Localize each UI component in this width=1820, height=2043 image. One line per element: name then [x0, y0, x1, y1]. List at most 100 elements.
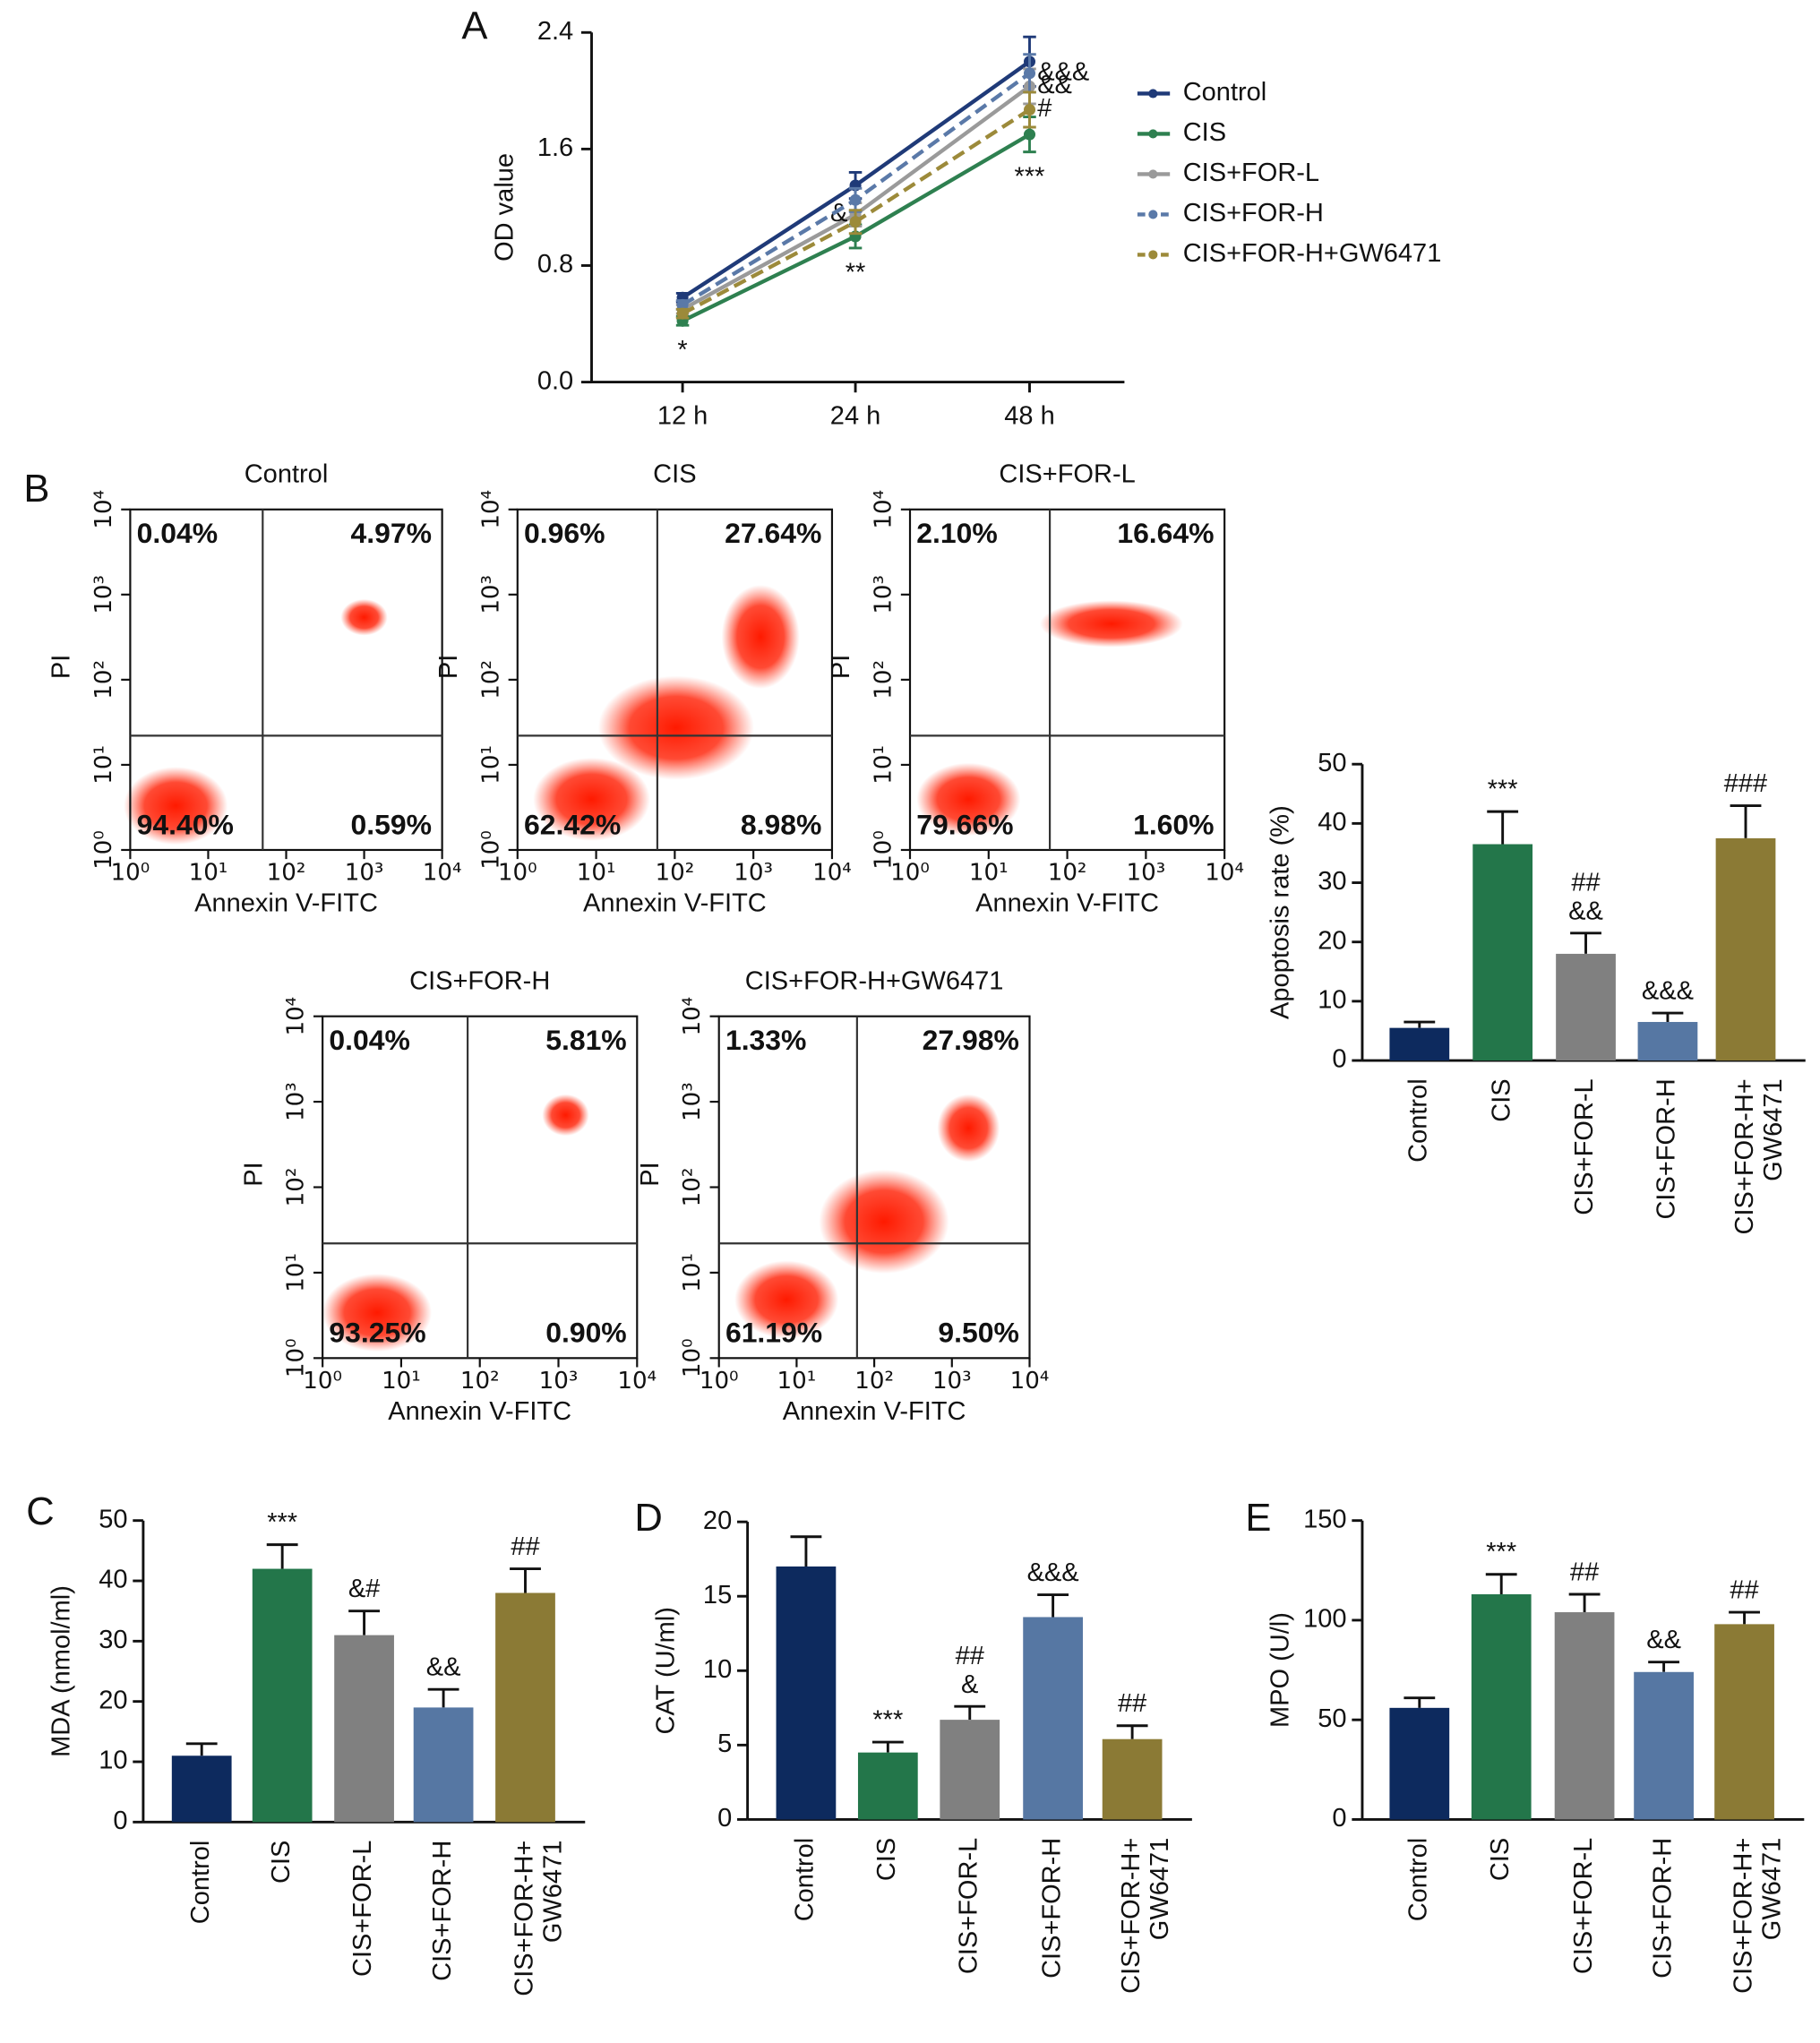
x-tick-label: CIS	[1487, 1078, 1515, 1121]
x-tick-label: 10³	[932, 1368, 972, 1395]
y-tick-label: 10²	[870, 660, 897, 700]
x-tick-label: 10³	[345, 860, 384, 887]
error-bar	[1729, 1610, 1760, 1625]
bar	[1471, 1594, 1532, 1820]
bar	[1715, 837, 1776, 1061]
panel-label: A	[461, 4, 487, 47]
y-tick-label: 0	[1332, 1045, 1346, 1074]
y-tick-label: 10¹	[283, 1253, 310, 1292]
x-tick-label: 10⁰	[700, 1368, 739, 1395]
point	[849, 193, 862, 206]
bar	[1554, 1612, 1615, 1820]
significance-label: &	[830, 199, 847, 227]
legend-label: Control	[1183, 78, 1267, 107]
quadrant-percent: 4.97%	[351, 517, 432, 549]
x-tick-label: 10¹	[777, 1368, 817, 1395]
y-tick-label: 50	[1318, 1704, 1346, 1733]
y-tick-label: 40	[99, 1566, 127, 1594]
bar	[413, 1707, 474, 1823]
y-tick-label: 5	[717, 1730, 732, 1758]
x-tick-label: 10²	[267, 860, 306, 887]
cell-cloud	[124, 767, 228, 846]
y-tick-label: 10⁴	[679, 997, 706, 1036]
y-tick-label: 10²	[679, 1168, 706, 1207]
cell-cloud	[721, 584, 800, 690]
flow-title: CIS+FOR-H+GW6471	[745, 967, 1004, 996]
significance-label: ## &	[956, 1642, 984, 1699]
quadrant-percent: 2.10%	[916, 517, 997, 549]
x-tick-label: 10²	[854, 1368, 894, 1395]
quadrant-percent: 62.42%	[524, 808, 621, 840]
bar	[940, 1720, 1000, 1820]
legend-label: CIS	[1183, 118, 1226, 147]
x-axis-label: Annexin V-FITC	[194, 889, 378, 918]
y-tick-label: 10	[1318, 986, 1346, 1015]
legend-label: CIS+FOR-L	[1183, 159, 1319, 187]
y-axis-label: PI	[47, 655, 76, 679]
x-tick-label: 10¹	[382, 1368, 421, 1395]
x-tick-label: CIS	[1486, 1838, 1515, 1881]
bar	[1634, 1671, 1694, 1820]
y-axis-label: CAT (U/ml)	[651, 1607, 680, 1734]
y-axis-label: OD value	[490, 153, 519, 262]
y-axis-label: PI	[434, 655, 463, 679]
y-tick-label: 50	[99, 1505, 127, 1533]
x-tick-label: CIS+FOR-H+GW6471	[1730, 1078, 1788, 1234]
x-tick-label: 10²	[460, 1368, 500, 1395]
quadrant-percent: 16.64%	[1117, 517, 1214, 549]
bar	[495, 1592, 555, 1823]
y-tick-label: 20	[99, 1686, 127, 1714]
y-tick-label: 10⁰	[679, 1338, 706, 1378]
y-axis-label: PI	[636, 1162, 665, 1186]
y-tick-label: 100	[1303, 1605, 1346, 1634]
panel-label: E	[1245, 1497, 1271, 1540]
x-tick-label: CIS+FOR-H	[428, 1841, 457, 1981]
x-tick-label: CIS	[267, 1841, 296, 1884]
significance-label: &&	[1646, 1626, 1681, 1654]
y-tick-label: 10⁴	[477, 490, 504, 529]
bar	[1102, 1738, 1163, 1820]
legend-marker	[1148, 129, 1158, 139]
cell-cloud	[916, 762, 1021, 837]
quadrant-percent: 0.90%	[545, 1317, 626, 1349]
cell-cloud	[322, 1273, 433, 1352]
y-tick-label: 10³	[90, 575, 117, 614]
flow-title: Control	[245, 460, 329, 489]
x-tick-label: 10⁴	[617, 1368, 657, 1395]
x-tick-label: 10¹	[577, 860, 616, 887]
panel-label: C	[26, 1490, 54, 1533]
y-axis-label: MPO (U/l)	[1266, 1612, 1295, 1728]
bar	[1556, 953, 1616, 1061]
x-tick-label: CIS+FOR-L	[348, 1841, 377, 1977]
y-tick-label: 10⁰	[870, 830, 897, 870]
quadrant-percent: 27.98%	[923, 1024, 1019, 1056]
significance-label: &#	[348, 1575, 380, 1603]
x-tick-label: 10⁴	[812, 860, 852, 887]
significance-label: ## &&	[1568, 868, 1603, 925]
point	[849, 216, 862, 228]
bar	[1023, 1617, 1083, 1820]
legend-label: CIS+FOR-H+GW6471	[1183, 239, 1442, 268]
x-tick-label: CIS+FOR-L	[1570, 1078, 1599, 1215]
quadrant-percent: 93.25%	[329, 1317, 425, 1349]
x-tick-label: Control	[791, 1838, 820, 1922]
cell-cloud	[597, 675, 754, 780]
x-tick-label: 10²	[1048, 860, 1087, 887]
error-bar	[348, 1610, 380, 1635]
y-tick-label: 0.0	[537, 366, 573, 395]
y-tick-label: 10³	[870, 575, 897, 614]
x-tick-label: 48 h	[1004, 401, 1054, 430]
y-axis-label: MDA (nmol/ml)	[47, 1585, 76, 1757]
y-tick-label: 10⁴	[870, 490, 897, 529]
significance-label: **	[846, 259, 866, 288]
x-tick-label: CIS+FOR-L	[954, 1838, 983, 1974]
error-bar	[1652, 1011, 1684, 1023]
x-tick-label: 10⁰	[498, 860, 537, 887]
y-tick-label: 40	[1318, 808, 1346, 837]
x-tick-label: CIS+FOR-L	[1569, 1838, 1598, 1974]
significance-label: &&&	[1642, 977, 1694, 1006]
error-bar	[1487, 810, 1519, 845]
y-tick-label: 15	[703, 1581, 732, 1610]
y-tick-label: 10¹	[477, 745, 504, 785]
